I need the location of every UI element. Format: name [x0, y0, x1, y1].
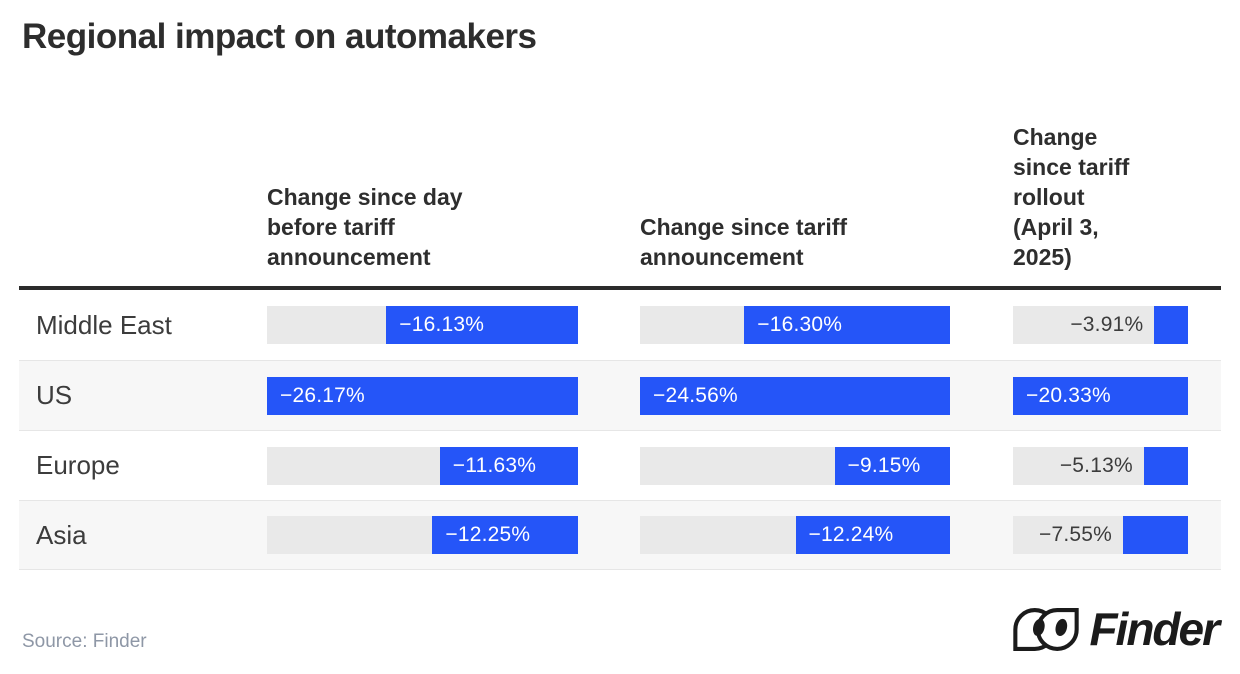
bar-fill [744, 306, 950, 344]
source-caption: Source: Finder [22, 631, 147, 652]
bar-cell: −24.56% [640, 376, 950, 415]
bar-cell: −16.30% [640, 306, 950, 344]
bar-value-label: −16.13% [399, 313, 485, 336]
finder-logo-icon [1013, 607, 1080, 651]
bar-cell: −16.13% [267, 306, 578, 344]
column-header-line: (April 3, [1013, 214, 1099, 240]
bar-value-label: −24.56% [653, 383, 738, 407]
column-header-line: announcement [640, 244, 804, 270]
bar-fill [1013, 376, 1188, 415]
bar-fill [1154, 306, 1188, 344]
header-rule [19, 286, 1221, 290]
bar-cell: −20.33% [1013, 376, 1188, 415]
bar-fill [432, 516, 578, 554]
bar-cell: −11.63% [267, 446, 578, 485]
bar-track: −5.13% [1013, 446, 1188, 485]
region-label: Asia [36, 519, 87, 550]
column-header-line: rollout [1013, 184, 1085, 210]
column-header-2: Change since tariff announcement [640, 212, 950, 272]
bar-value-label: −9.15% [847, 453, 921, 477]
column-header-line: announcement [267, 244, 431, 270]
bar-value-label: −11.63% [452, 453, 537, 477]
bar-track: −12.25% [267, 516, 578, 554]
region-label: Middle East [36, 309, 172, 340]
finder-logo-text: Finder [1089, 603, 1220, 655]
column-header-line: 2025) [1013, 244, 1072, 270]
bar-value-label: −3.91% [1070, 313, 1144, 336]
column-header-line: Change since tariff [640, 214, 848, 240]
bar-value-label: −12.25% [445, 523, 531, 546]
table-row: US −26.17% −24.56% −20.33% [19, 360, 1221, 430]
bar-fill [640, 376, 950, 415]
bar-value-label: −7.55% [1039, 523, 1113, 546]
column-header-line: Change [1013, 124, 1098, 150]
bar-fill [267, 376, 578, 415]
header-row: Change since day before tariff announcemen… [19, 122, 1221, 286]
bar-cell: −7.55% [1013, 516, 1188, 554]
bar-cell: −3.91% [1013, 306, 1188, 344]
bar-track: −3.91% [1013, 306, 1188, 344]
bar-track: −16.13% [267, 306, 578, 344]
region-label: US [36, 380, 73, 410]
column-header-line: Change since day [267, 184, 463, 210]
bar-fill [834, 446, 950, 485]
bar-track: −7.55% [1013, 516, 1188, 554]
bar-track: −11.63% [267, 446, 578, 485]
bar-track: −9.15% [640, 446, 950, 485]
column-header-line: before tariff [267, 214, 395, 240]
bar-value-label: −5.13% [1059, 453, 1133, 477]
bar-track: −16.30% [640, 306, 950, 344]
bar-cell: −26.17% [267, 376, 578, 415]
column-header-line: since tariff [1013, 154, 1130, 180]
finder-logo: Finder [1012, 603, 1220, 655]
bar-value-label: −20.33% [1026, 383, 1111, 407]
table-body: Middle East −16.13% −16.30% −3.91% US −26.17%… [19, 290, 1221, 570]
bar-value-label: −12.24% [808, 523, 894, 546]
bar-cell: −12.25% [267, 516, 578, 554]
bar-track: −20.33% [1013, 376, 1188, 415]
bar-value-label: −26.17% [280, 383, 365, 407]
bar-track: −12.24% [640, 516, 950, 554]
chart-table: Change since day before tariff announcemen… [19, 122, 1221, 570]
column-header-3: Change since tariff rollout (April 3, 2025) [1013, 122, 1188, 272]
page-title: Regional impact on automakers [22, 17, 537, 56]
bar-fill [386, 306, 578, 344]
bar-cell: −5.13% [1013, 446, 1188, 485]
table-row: Europe −11.63% −9.15% −5.13% [19, 430, 1221, 500]
table-row: Middle East −16.13% −16.30% −3.91% [19, 290, 1221, 360]
bar-value-label: −16.30% [757, 313, 843, 336]
bar-fill [439, 446, 578, 485]
bar-fill [1123, 516, 1188, 554]
bar-track: −26.17% [267, 376, 578, 415]
column-header-1: Change since day before tariff announcemen… [267, 182, 578, 272]
bar-cell: −9.15% [640, 446, 950, 485]
bar-track: −24.56% [640, 376, 950, 415]
bar-fill [795, 516, 950, 554]
bar-fill [1143, 446, 1188, 485]
bar-cell: −12.24% [640, 516, 950, 554]
region-label: Europe [36, 450, 120, 480]
table-row: Asia −12.25% −12.24% −7.55% [19, 500, 1221, 570]
